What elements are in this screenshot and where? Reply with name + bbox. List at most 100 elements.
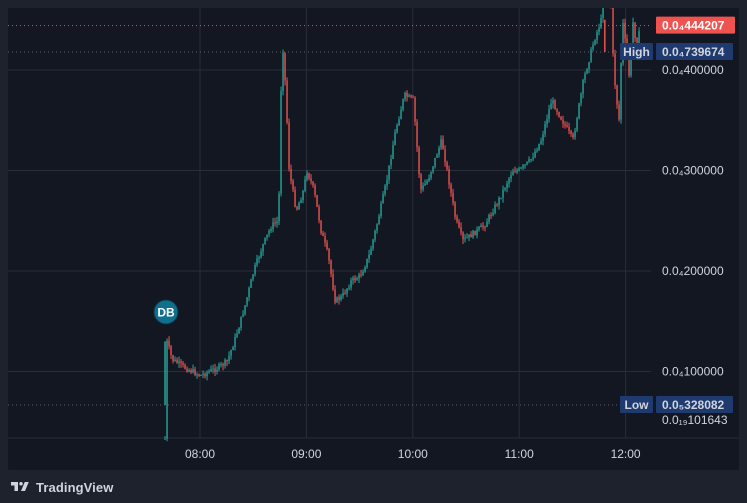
candle-body bbox=[440, 139, 442, 148]
candle-body bbox=[478, 227, 480, 230]
chart-panel[interactable]: 0.0₄80.0₄7000000.0₄6000000.0₄5000000.0₄4… bbox=[8, 8, 739, 470]
candle-body bbox=[490, 215, 492, 217]
db-badge-label: DB bbox=[157, 306, 175, 320]
candle-body bbox=[574, 130, 576, 138]
candle-body bbox=[302, 190, 304, 200]
candle-body bbox=[392, 145, 394, 159]
candle-body bbox=[192, 369, 194, 373]
db-badge-circle bbox=[153, 299, 179, 325]
candle-body bbox=[224, 359, 226, 366]
candle-body bbox=[316, 194, 318, 207]
candle-body bbox=[284, 52, 286, 81]
grid-lines bbox=[8, 8, 739, 439]
candle-body bbox=[164, 438, 166, 440]
candle-body bbox=[446, 162, 448, 170]
low-label-text: Low bbox=[625, 398, 650, 412]
candle-body bbox=[258, 257, 260, 259]
candle-body bbox=[404, 92, 406, 100]
candle-body bbox=[416, 121, 418, 148]
y-axis[interactable]: 0.0₄80.0₄7000000.0₄6000000.0₄5000000.0₄4… bbox=[662, 8, 728, 427]
candle-body bbox=[288, 122, 290, 169]
candle-body bbox=[208, 371, 210, 373]
candle-body bbox=[396, 125, 398, 133]
footer-branding: TradingView bbox=[10, 476, 113, 498]
candle-body bbox=[594, 39, 596, 45]
candle-body bbox=[462, 232, 464, 240]
candle-body bbox=[368, 254, 370, 259]
candle-body bbox=[622, 22, 624, 64]
candle-body bbox=[532, 157, 534, 160]
candle-body bbox=[538, 143, 540, 151]
candle-body bbox=[252, 274, 254, 280]
candle-body bbox=[266, 234, 268, 238]
candle-body bbox=[330, 260, 332, 275]
candle-body bbox=[598, 27, 600, 32]
candle-body bbox=[272, 222, 274, 230]
candle-body bbox=[568, 126, 570, 131]
x-axis[interactable]: 08:00 09:00 10:00 11:00 12:00 bbox=[185, 447, 641, 461]
last-price-label: 0.0₄444207 bbox=[656, 16, 735, 34]
candle-body bbox=[390, 158, 392, 166]
candle-body bbox=[466, 237, 468, 239]
candle-body bbox=[528, 159, 530, 162]
x-tick-label: 08:00 bbox=[185, 447, 215, 461]
candle-body bbox=[334, 289, 336, 303]
y-tick-label: 0.0₄300000 bbox=[662, 164, 724, 178]
tradingview-logo-icon[interactable] bbox=[10, 480, 30, 494]
candle-body bbox=[360, 274, 362, 276]
candle-body bbox=[430, 171, 432, 178]
guide-lines bbox=[8, 25, 651, 406]
candle-body bbox=[464, 237, 466, 240]
candle-body bbox=[314, 185, 316, 195]
candle-body bbox=[500, 197, 502, 199]
candle-body bbox=[250, 279, 252, 288]
candle-body bbox=[470, 234, 472, 238]
candle-body bbox=[438, 147, 440, 155]
candle-body bbox=[214, 368, 216, 372]
candle-body bbox=[218, 364, 220, 370]
candle-body bbox=[552, 100, 554, 104]
candle-body bbox=[468, 234, 470, 238]
candle-body bbox=[236, 333, 238, 337]
candle-body bbox=[614, 53, 616, 86]
candle-body bbox=[276, 221, 278, 224]
candle-body bbox=[348, 287, 350, 289]
candle-body bbox=[602, 8, 604, 19]
db-badge[interactable]: DB bbox=[153, 299, 179, 325]
candle-body bbox=[612, 8, 614, 54]
candle-body bbox=[190, 369, 192, 373]
high-label: High bbox=[620, 43, 653, 60]
low-label: Low bbox=[620, 396, 653, 413]
candle-body bbox=[424, 183, 426, 186]
candle-body bbox=[356, 278, 358, 281]
candle-body bbox=[242, 314, 244, 317]
candle-body bbox=[232, 347, 234, 351]
candle-body bbox=[514, 171, 516, 173]
candle-body bbox=[584, 73, 586, 80]
candle-body bbox=[222, 363, 224, 366]
candle-body bbox=[460, 227, 462, 233]
brand-name[interactable]: TradingView bbox=[36, 479, 114, 495]
candle-body bbox=[386, 179, 388, 186]
candle-body bbox=[520, 167, 522, 169]
candle-body bbox=[394, 132, 396, 146]
candle-body bbox=[304, 179, 306, 191]
candle-body bbox=[450, 184, 452, 193]
candle-body bbox=[306, 173, 308, 180]
candle-body bbox=[432, 166, 434, 172]
candle-body bbox=[196, 374, 198, 376]
candle-body bbox=[480, 225, 482, 228]
candle-body bbox=[428, 177, 430, 182]
candle-body bbox=[382, 194, 384, 204]
candle-body bbox=[566, 125, 568, 127]
candle-body bbox=[378, 216, 380, 225]
price-chart[interactable]: 0.0₄80.0₄7000000.0₄6000000.0₄5000000.0₄4… bbox=[8, 8, 739, 470]
candle-body bbox=[254, 264, 256, 275]
candle-body bbox=[178, 361, 180, 364]
candle-body bbox=[366, 258, 368, 268]
candle-body bbox=[212, 368, 214, 370]
candle-body bbox=[452, 192, 454, 203]
low-label-bg bbox=[620, 396, 653, 413]
candle-body bbox=[320, 220, 322, 233]
candle-body bbox=[444, 149, 446, 163]
